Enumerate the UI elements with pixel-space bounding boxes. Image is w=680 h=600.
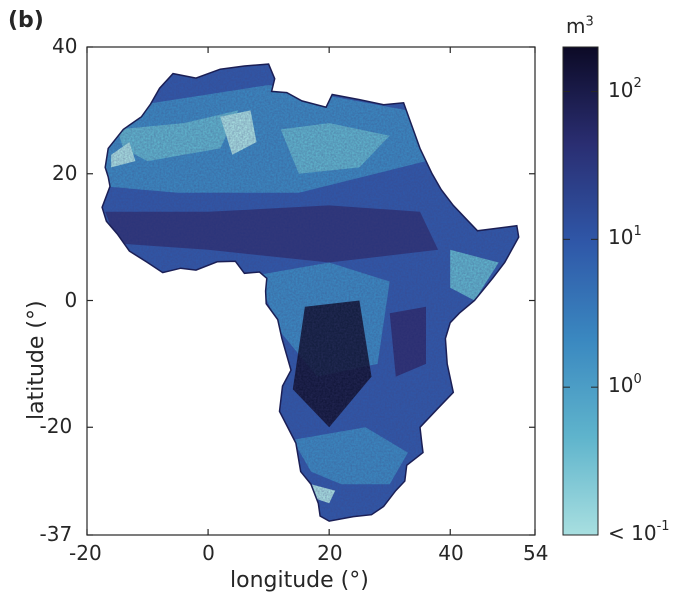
colorbar-tick-label: < 10-1 bbox=[608, 519, 670, 545]
africa-map bbox=[102, 64, 519, 522]
axis-ticks bbox=[86, 46, 536, 536]
y-tick-label: -37 bbox=[39, 522, 73, 546]
x-tick-label: 40 bbox=[438, 541, 464, 565]
colorbar bbox=[562, 46, 599, 536]
panel-label: (b) bbox=[8, 8, 44, 33]
colorbar-unit: m3 bbox=[566, 14, 594, 38]
map-texture bbox=[102, 64, 519, 522]
y-tick-label: -20 bbox=[39, 414, 73, 439]
colorbar-ticks bbox=[563, 91, 598, 536]
colorbar-tick-label: 101 bbox=[608, 223, 642, 250]
y-tick-label: 20 bbox=[52, 160, 78, 185]
y-axis-title: latitude (°) bbox=[24, 300, 49, 420]
colorbar-tick-label: 100 bbox=[608, 371, 642, 398]
x-tick-label: 20 bbox=[317, 541, 343, 565]
x-axis-title: longitude (°) bbox=[230, 568, 369, 593]
africa-outline bbox=[101, 63, 520, 522]
x-tick-label: -20 bbox=[69, 541, 102, 565]
x-tick-label: 0 bbox=[202, 541, 215, 565]
plot-frame bbox=[86, 46, 536, 536]
y-tick-label: 0 bbox=[64, 287, 78, 312]
colorbar-tick-label: 102 bbox=[608, 75, 642, 102]
y-tick-label: 40 bbox=[52, 34, 78, 58]
x-tick-label: 54 bbox=[523, 541, 549, 565]
